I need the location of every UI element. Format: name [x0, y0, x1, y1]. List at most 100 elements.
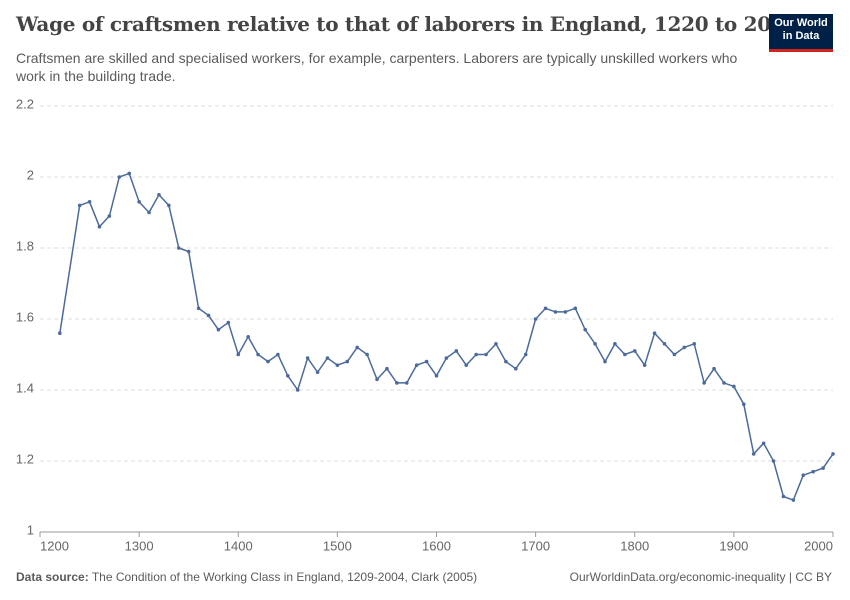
point [722, 381, 726, 385]
x-tick-label: 1700 [521, 538, 550, 553]
y-tick-label: 1.4 [16, 380, 34, 395]
point [632, 349, 637, 353]
y-tick-label: 2.2 [16, 96, 34, 111]
x-tick-label: 1300 [125, 538, 154, 553]
x-tick-label: 1800 [620, 538, 649, 553]
point [325, 356, 330, 360]
point [623, 352, 627, 357]
point [652, 331, 657, 336]
point [107, 214, 112, 218]
title: Wage of craftsmen relative to that of la… [16, 12, 799, 36]
point [692, 342, 697, 346]
point [504, 359, 508, 364]
point [484, 352, 488, 357]
point [404, 381, 409, 385]
point [345, 359, 350, 364]
point [157, 192, 161, 197]
logo[interactable]: Our World in Data [769, 14, 833, 52]
point [533, 317, 538, 321]
point [335, 363, 340, 367]
subtitle: Craftsmen are skilled and specialised wo… [16, 50, 738, 84]
point [444, 356, 449, 360]
x-tick-label: 1400 [224, 538, 253, 553]
point [672, 352, 677, 357]
point [226, 320, 231, 325]
point [741, 402, 746, 407]
x-tick-label: 2000 [804, 538, 833, 553]
point [266, 359, 270, 364]
point [295, 388, 300, 392]
point [613, 342, 617, 346]
point [732, 384, 736, 389]
x-tick-label: 1200 [40, 538, 69, 553]
point [563, 310, 568, 314]
point [751, 452, 756, 456]
point [256, 352, 260, 357]
point [771, 459, 776, 463]
point [87, 200, 92, 204]
point [791, 498, 796, 502]
point [186, 249, 191, 254]
point [781, 494, 786, 499]
footer-source: Data source: The Condition of the Workin… [16, 570, 477, 584]
footer-link[interactable]: OurWorldinData.org/economic-inequality |… [569, 570, 832, 584]
point [395, 381, 399, 385]
point [424, 359, 429, 364]
point [196, 306, 201, 311]
point [77, 203, 82, 208]
point [642, 363, 647, 367]
point [414, 363, 419, 367]
point [236, 352, 241, 357]
y-tick-label: 1.6 [16, 309, 34, 324]
y-tick-label: 2 [27, 167, 34, 182]
y-tick-label: 1 [27, 522, 34, 537]
x-tick-label: 1600 [422, 538, 451, 553]
point [494, 342, 498, 346]
point [702, 381, 706, 385]
point [375, 377, 379, 382]
point [583, 327, 587, 332]
point [58, 331, 62, 336]
point [206, 313, 211, 318]
source: The Condition of the Working Class in En… [91, 570, 478, 584]
point [474, 352, 478, 357]
point [712, 366, 716, 371]
source-label: Data source: [16, 570, 89, 584]
point [385, 366, 389, 371]
point [117, 175, 122, 179]
line [59, 172, 834, 502]
point [127, 171, 132, 176]
point [434, 374, 439, 378]
point [216, 327, 221, 332]
point [514, 366, 518, 371]
point [365, 352, 369, 357]
point [137, 200, 141, 204]
point [464, 363, 469, 367]
x-tick-label: 1900 [719, 538, 748, 553]
point [246, 334, 250, 339]
point [593, 342, 597, 346]
point [355, 345, 360, 350]
point [523, 352, 528, 357]
point [573, 306, 578, 311]
x-tick-label: 1500 [323, 538, 352, 553]
point [286, 374, 290, 378]
point [801, 473, 806, 478]
point [543, 306, 548, 311]
point [276, 352, 280, 357]
point [305, 356, 310, 360]
point [761, 441, 766, 446]
point [454, 349, 459, 353]
point [662, 342, 667, 346]
point [831, 452, 835, 456]
point [811, 469, 815, 474]
point [603, 359, 607, 364]
point [315, 370, 320, 375]
point [821, 466, 825, 470]
y-tick-label: 1.8 [16, 238, 34, 253]
y-tick-label: 1.2 [16, 451, 34, 466]
point [147, 210, 151, 215]
point [167, 203, 171, 208]
